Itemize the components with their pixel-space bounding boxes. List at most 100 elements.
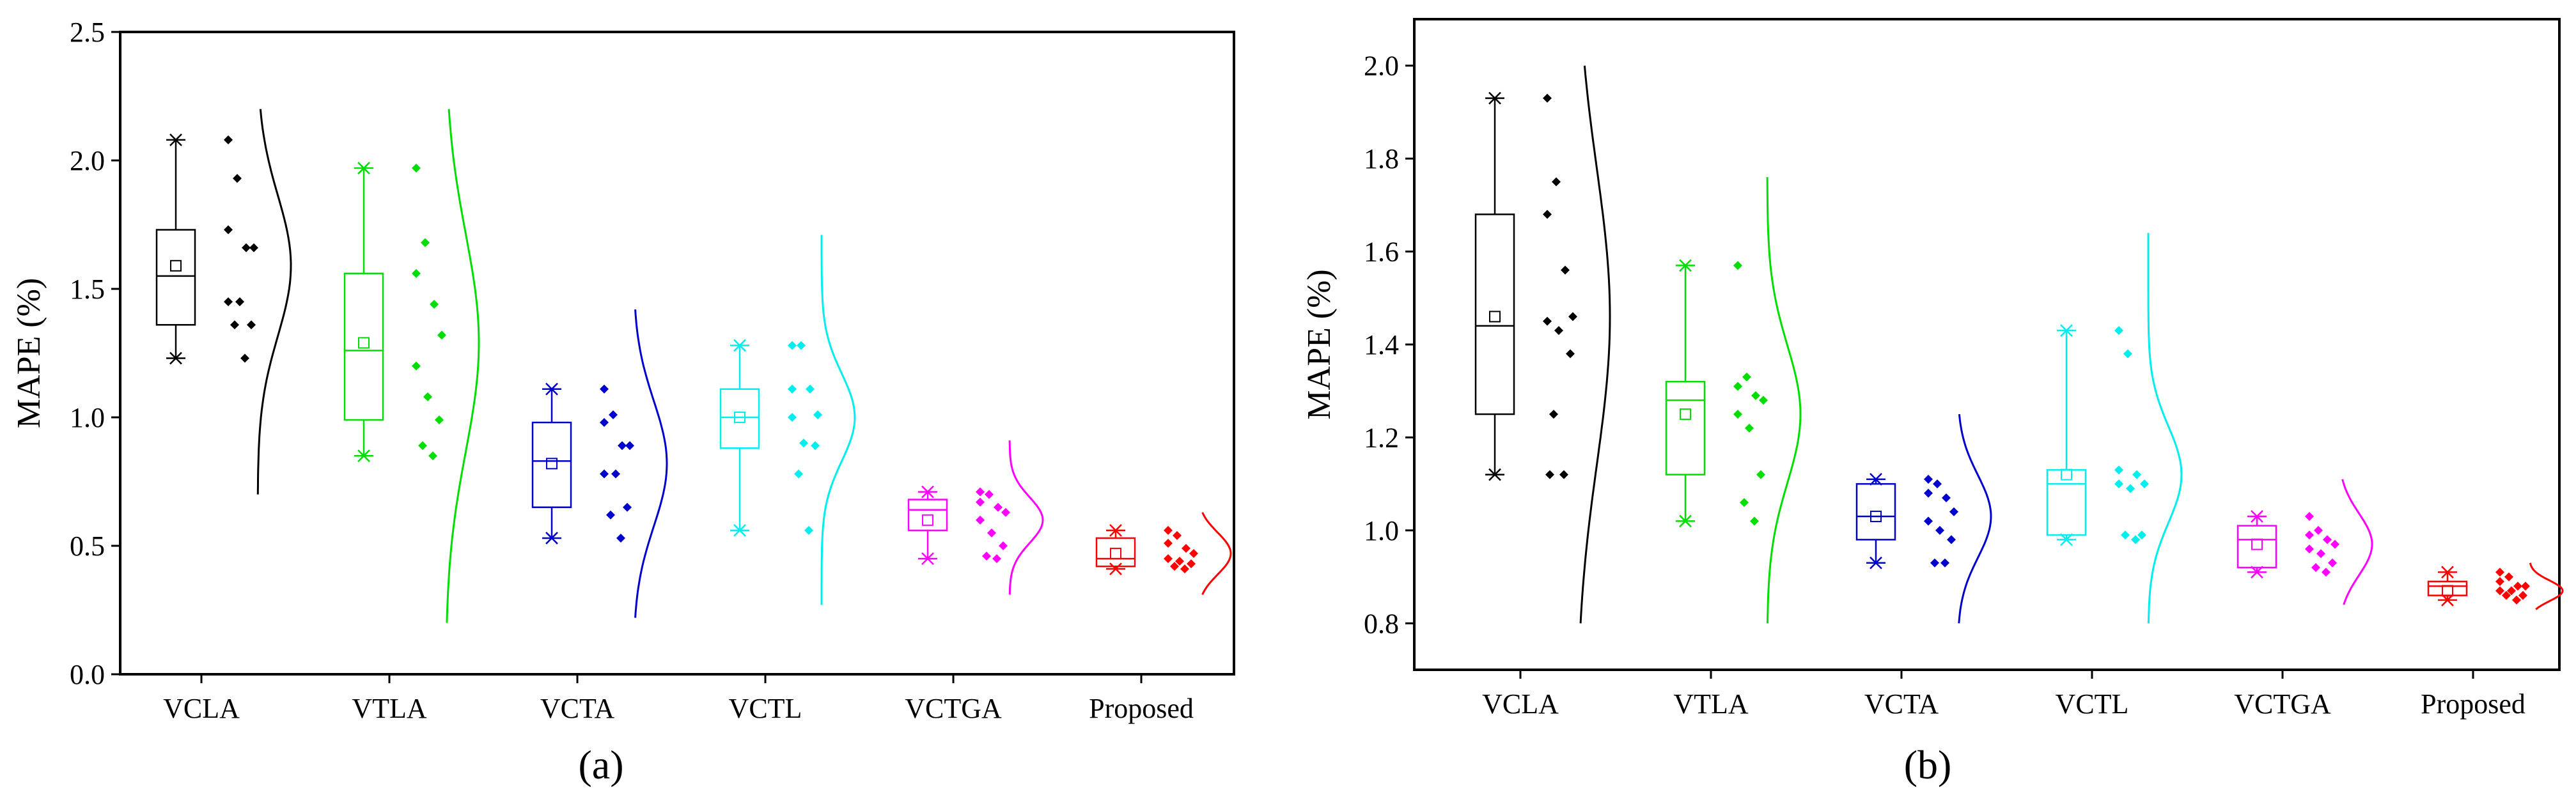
box-mean [734, 412, 745, 423]
extreme-marker [733, 523, 746, 537]
extreme-marker [2441, 566, 2454, 579]
box-mean [2061, 468, 2072, 481]
y-axis-label: MAPE (%) [1301, 269, 1338, 419]
y-tick-label: 1.4 [1364, 329, 1399, 360]
data-point [2132, 470, 2141, 479]
data-point [1164, 538, 1173, 548]
data-point [804, 525, 813, 535]
y-tick-label: 0.5 [70, 530, 105, 562]
data-point [811, 441, 820, 451]
data-point [1930, 558, 1939, 568]
box-iqr [2236, 525, 2277, 569]
extreme-marker [2060, 533, 2073, 546]
data-point [2305, 530, 2314, 540]
data-point [2495, 576, 2504, 586]
data-point [247, 320, 256, 330]
data-point [2140, 479, 2149, 489]
distribution-curve [446, 109, 480, 623]
data-point [2305, 544, 2314, 553]
data-point [2322, 568, 2330, 577]
data-point [1001, 507, 1010, 517]
x-tick-label: VCTA [540, 693, 614, 724]
extreme-marker [545, 382, 558, 396]
x-tick-label: VCTL [729, 693, 802, 724]
extreme-marker [1679, 514, 1692, 528]
extreme-marker [357, 449, 370, 463]
extreme-marker [2441, 594, 2454, 607]
box-iqr [155, 229, 196, 326]
data-point [1543, 316, 1552, 326]
data-point [1751, 390, 1760, 400]
data-point [2121, 530, 2130, 540]
data-point [2123, 349, 2132, 359]
data-point [2126, 484, 2135, 493]
extreme-marker [545, 532, 558, 545]
data-point [2504, 572, 2513, 582]
data-point [2131, 535, 2140, 545]
extreme-marker [357, 162, 370, 174]
box-iqr [531, 421, 572, 508]
plot-frame [119, 31, 1235, 676]
data-point [616, 533, 625, 543]
data-point [2114, 465, 2123, 475]
data-point [1733, 382, 1742, 391]
y-tick-label: 1.2 [1364, 422, 1399, 453]
chart-panel-a: 0.0 0.5 1.0 1.5 2.0 2.5 MAPE (%) VCLA VTLA VCTA VC… [11, 17, 1235, 787]
extreme-marker [169, 352, 182, 365]
data-point [224, 297, 233, 307]
data-point [1745, 423, 1754, 433]
category-group-vtla: VTLA [343, 109, 480, 724]
data-point [600, 384, 609, 394]
data-point [999, 541, 1008, 550]
data-point [600, 418, 609, 428]
data-point [1568, 312, 1577, 321]
extreme-marker [733, 339, 746, 352]
category-group-vcta: VCTA [531, 309, 668, 724]
extreme-marker [1870, 472, 1882, 486]
data-point [611, 469, 620, 479]
data-point [625, 441, 634, 451]
data-point [412, 361, 421, 371]
box-mean [2442, 585, 2453, 597]
data-point [1543, 93, 1552, 103]
data-point [2323, 535, 2332, 545]
data-point [1924, 488, 1933, 498]
category-group-vctl: VCTL [2046, 233, 2183, 720]
data-point [1742, 372, 1751, 382]
data-point [1924, 516, 1933, 526]
extreme-marker [921, 552, 934, 565]
box-iqr [1095, 537, 1136, 568]
x-tick-label: Proposed [2421, 688, 2525, 720]
box-iqr [907, 499, 948, 532]
box-mean [1680, 408, 1691, 421]
plot-frame [1413, 18, 2561, 671]
x-tick-label: VCTGA [2234, 688, 2331, 720]
y-tick-label: 2.5 [70, 17, 105, 48]
box-mean [2251, 538, 2263, 550]
y-tick-label: 1.0 [1364, 515, 1399, 546]
extreme-marker [1488, 91, 1501, 105]
data-point [1175, 557, 1184, 566]
category-group-vcla: VCLA [155, 109, 292, 724]
x-tick-label: VCTGA [905, 693, 1002, 724]
data-point [982, 552, 991, 561]
data-point [609, 410, 618, 419]
data-point [2513, 582, 2522, 591]
data-point [987, 528, 996, 537]
y-tick-label: 1.0 [70, 402, 105, 433]
data-point [606, 510, 615, 520]
data-point [249, 243, 258, 252]
data-point [224, 225, 233, 235]
data-point [794, 469, 803, 479]
data-point [1935, 525, 1944, 535]
data-point [799, 438, 808, 448]
data-point [1566, 349, 1575, 359]
category-group-vtla: VTLA [1665, 177, 1802, 720]
data-point [430, 300, 439, 309]
data-point [976, 487, 985, 497]
x-tick-label: VCLA [1482, 688, 1559, 720]
data-point [623, 502, 632, 512]
data-point [2495, 586, 2504, 596]
y-tick-label: 1.5 [70, 274, 105, 305]
box-iqr [2427, 580, 2468, 596]
